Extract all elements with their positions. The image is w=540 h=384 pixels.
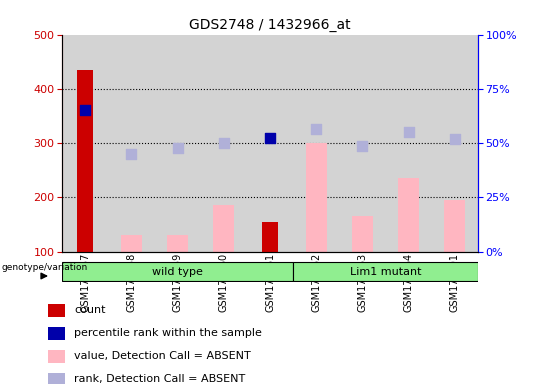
- Text: percentile rank within the sample: percentile rank within the sample: [74, 328, 262, 338]
- Text: count: count: [74, 305, 106, 315]
- Text: value, Detection Call = ABSENT: value, Detection Call = ABSENT: [74, 351, 251, 361]
- Bar: [444, 200, 465, 252]
- Bar: [293, 35, 339, 252]
- Bar: [213, 205, 234, 252]
- Bar: [77, 70, 93, 252]
- Bar: [431, 35, 478, 252]
- Point: [173, 146, 182, 152]
- Bar: [262, 222, 278, 252]
- Bar: [306, 143, 327, 252]
- Bar: [154, 35, 201, 252]
- Bar: [167, 235, 188, 252]
- Text: rank, Detection Call = ABSENT: rank, Detection Call = ABSENT: [74, 374, 245, 384]
- Point: [358, 143, 367, 149]
- Bar: [121, 235, 142, 252]
- Bar: [352, 216, 373, 252]
- Bar: [48, 304, 65, 317]
- Point: [81, 108, 90, 114]
- Text: Lim1 mutant: Lim1 mutant: [350, 266, 421, 277]
- Text: genotype/variation: genotype/variation: [1, 263, 87, 272]
- Point: [266, 134, 274, 141]
- Bar: [48, 350, 65, 363]
- Bar: [386, 35, 431, 252]
- Title: GDS2748 / 1432966_at: GDS2748 / 1432966_at: [189, 18, 351, 32]
- Text: wild type: wild type: [152, 266, 203, 277]
- Point: [450, 136, 459, 142]
- Bar: [109, 35, 154, 252]
- Point: [219, 140, 228, 146]
- Point: [127, 151, 136, 157]
- Bar: [48, 373, 65, 384]
- Point: [404, 129, 413, 135]
- Bar: [201, 35, 247, 252]
- FancyBboxPatch shape: [62, 262, 293, 281]
- FancyBboxPatch shape: [293, 262, 478, 281]
- Bar: [247, 35, 293, 252]
- Bar: [339, 35, 386, 252]
- Bar: [398, 178, 419, 252]
- Bar: [62, 35, 109, 252]
- Bar: [48, 327, 65, 340]
- Point: [312, 126, 321, 132]
